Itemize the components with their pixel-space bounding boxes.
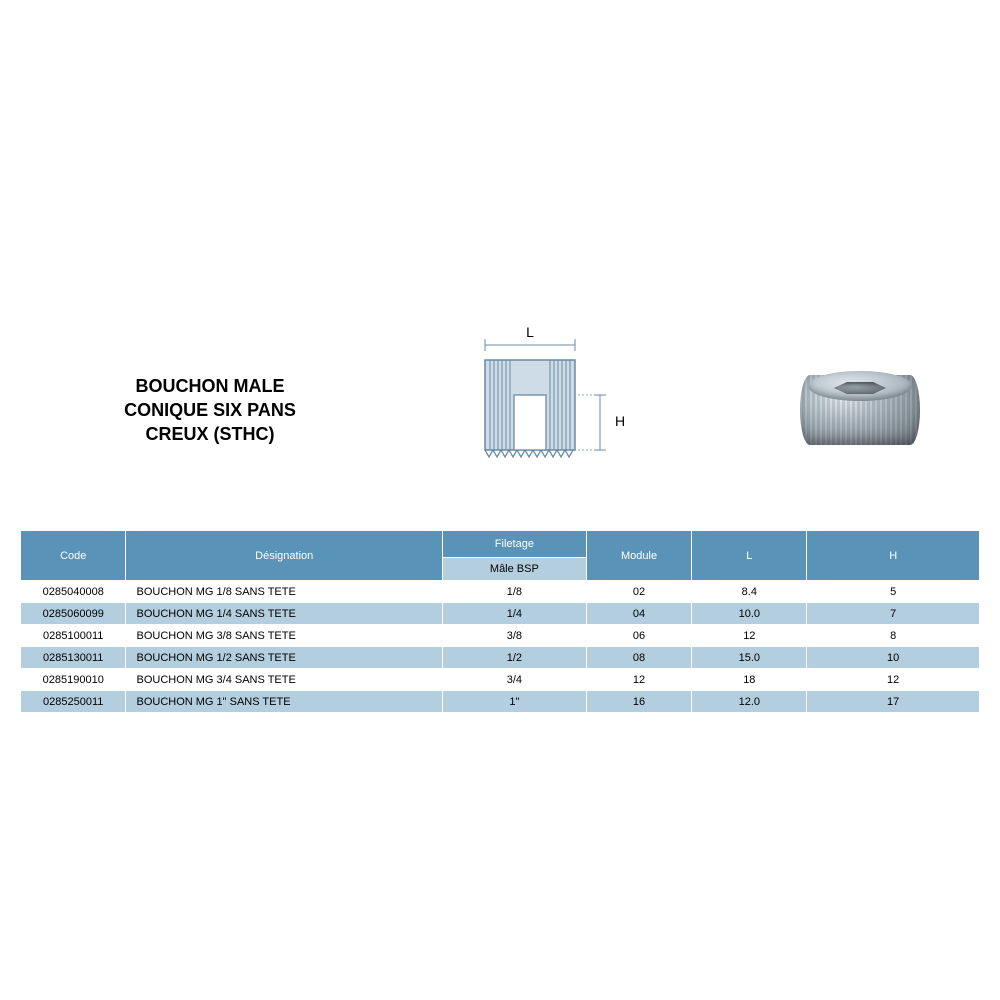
- cell-filetage: 3/4: [442, 669, 586, 691]
- catalog-page: BOUCHON MALE CONIQUE SIX PANS CREUX (STH…: [0, 0, 1000, 1000]
- dimension-h-label: H: [615, 413, 625, 429]
- table-row: 0285250011BOUCHON MG 1" SANS TETE1"1612.…: [21, 691, 980, 713]
- cell-h: 5: [807, 581, 980, 603]
- product-photo: [760, 340, 960, 480]
- cell-filetage: 1/4: [442, 603, 586, 625]
- cell-l: 15.0: [692, 647, 807, 669]
- cell-h: 7: [807, 603, 980, 625]
- table-header: Code Désignation Filetage Module L H Mâl…: [21, 531, 980, 581]
- cell-filetage: 1": [442, 691, 586, 713]
- cell-desig: BOUCHON MG 1" SANS TETE: [126, 691, 442, 713]
- col-header-code: Code: [21, 531, 126, 581]
- cell-code: 0285190010: [21, 669, 126, 691]
- cell-module: 16: [586, 691, 691, 713]
- diagram-svg: L: [420, 320, 680, 490]
- cell-module: 12: [586, 669, 691, 691]
- cell-code: 0285040008: [21, 581, 126, 603]
- cell-code: 0285060099: [21, 603, 126, 625]
- cell-desig: BOUCHON MG 3/8 SANS TETE: [126, 625, 442, 647]
- cell-desig: BOUCHON MG 3/4 SANS TETE: [126, 669, 442, 691]
- table-row: 0285100011BOUCHON MG 3/8 SANS TETE3/8061…: [21, 625, 980, 647]
- table-row: 0285060099BOUCHON MG 1/4 SANS TETE1/4041…: [21, 603, 980, 625]
- cell-l: 10.0: [692, 603, 807, 625]
- cell-module: 08: [586, 647, 691, 669]
- cell-desig: BOUCHON MG 1/2 SANS TETE: [126, 647, 442, 669]
- cell-filetage: 3/8: [442, 625, 586, 647]
- cell-h: 12: [807, 669, 980, 691]
- spec-table: Code Désignation Filetage Module L H Mâl…: [20, 530, 980, 713]
- cell-module: 04: [586, 603, 691, 625]
- cell-module: 06: [586, 625, 691, 647]
- cell-desig: BOUCHON MG 1/8 SANS TETE: [126, 581, 442, 603]
- col-header-h: H: [807, 531, 980, 581]
- top-section: BOUCHON MALE CONIQUE SIX PANS CREUX (STH…: [0, 320, 1000, 500]
- cell-l: 12: [692, 625, 807, 647]
- dimension-h: H: [578, 395, 625, 450]
- col-header-l: L: [692, 531, 807, 581]
- spec-table-container: Code Désignation Filetage Module L H Mâl…: [20, 530, 980, 713]
- table-row: 0285040008BOUCHON MG 1/8 SANS TETE1/8028…: [21, 581, 980, 603]
- col-header-designation: Désignation: [126, 531, 442, 581]
- cell-code: 0285250011: [21, 691, 126, 713]
- table-row: 0285190010BOUCHON MG 3/4 SANS TETE3/4121…: [21, 669, 980, 691]
- title-line-1: BOUCHON MALE: [0, 374, 420, 398]
- title-line-2: CONIQUE SIX PANS: [0, 398, 420, 422]
- cell-h: 8: [807, 625, 980, 647]
- technical-diagram: L: [420, 320, 760, 500]
- cell-module: 02: [586, 581, 691, 603]
- table-row: 0285130011BOUCHON MG 1/2 SANS TETE1/2081…: [21, 647, 980, 669]
- dimension-l: L: [485, 324, 575, 351]
- cell-l: 12.0: [692, 691, 807, 713]
- cell-filetage: 1/8: [442, 581, 586, 603]
- cell-h: 17: [807, 691, 980, 713]
- cell-filetage: 1/2: [442, 647, 586, 669]
- cell-code: 0285130011: [21, 647, 126, 669]
- diagram-body: [485, 360, 575, 457]
- cell-l: 8.4: [692, 581, 807, 603]
- table-body: 0285040008BOUCHON MG 1/8 SANS TETE1/8028…: [21, 581, 980, 713]
- plug-illustration: [800, 375, 920, 445]
- cell-h: 10: [807, 647, 980, 669]
- cell-code: 0285100011: [21, 625, 126, 647]
- product-title: BOUCHON MALE CONIQUE SIX PANS CREUX (STH…: [0, 374, 420, 447]
- col-header-filetage: Filetage: [442, 531, 586, 558]
- cell-desig: BOUCHON MG 1/4 SANS TETE: [126, 603, 442, 625]
- col-header-module: Module: [586, 531, 691, 581]
- title-line-3: CREUX (STHC): [0, 422, 420, 446]
- col-subheader-filetage: Mâle BSP: [442, 558, 586, 581]
- cell-l: 18: [692, 669, 807, 691]
- dimension-l-label: L: [526, 324, 534, 340]
